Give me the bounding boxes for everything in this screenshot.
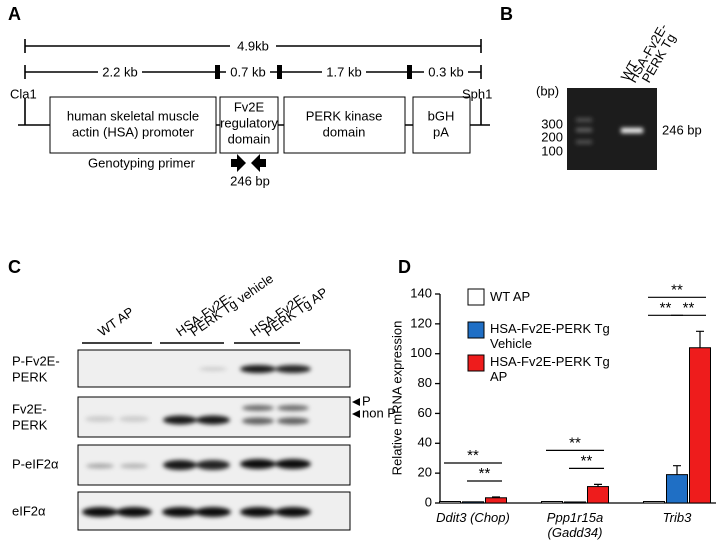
element-label: regulatory: [220, 115, 278, 130]
significance-label: **: [581, 452, 593, 469]
element-label: domain: [228, 131, 271, 146]
significance-label: **: [467, 447, 479, 464]
y-axis-label: Relative mRNA expression: [389, 321, 404, 476]
y-tick-label: 80: [418, 375, 432, 390]
segment-length: 2.2 kb: [102, 64, 137, 79]
label-bg: [226, 64, 270, 80]
y-tick-label: 140: [410, 285, 432, 300]
error-bar: [594, 483, 602, 487]
label-bg: [424, 64, 468, 80]
bar: [587, 486, 609, 504]
legend-label: WT AP: [490, 289, 531, 304]
element-label: human skeletal muscle: [67, 108, 199, 123]
bar: [541, 501, 563, 504]
segment-length: 0.3 kb: [428, 64, 463, 79]
element-label: actin (HSA) promoter: [72, 124, 195, 139]
row-label: PERK: [12, 417, 48, 432]
y-tick-label: 0: [425, 494, 432, 509]
blot-boxes: [77, 349, 351, 531]
element-label: bGH: [428, 108, 455, 123]
element-label: Fv2E: [234, 99, 265, 114]
element-label: PERK kinase: [306, 108, 383, 123]
group-label: WT AP: [95, 304, 137, 339]
legend-label: HSA-Fv2E-PERK Tg Vehicle: [490, 321, 610, 351]
legend-swatch: [467, 288, 485, 306]
panel-label: C: [8, 257, 21, 277]
band-label: non P: [362, 405, 396, 420]
gel-bands: [576, 118, 643, 144]
label-bg: [230, 38, 276, 54]
primer-arrows: [231, 154, 266, 172]
legend-label: HSA-Fv2E-PERK Tg AP: [490, 354, 610, 384]
significance-label: **: [569, 434, 581, 451]
panel-label: A: [8, 4, 21, 24]
marker-label: 300: [541, 116, 563, 131]
y-tick-label: 100: [410, 345, 432, 360]
band-label: P: [362, 393, 371, 408]
total-length: 4.9kb: [237, 38, 269, 53]
y-tick-label: 60: [418, 405, 432, 420]
segment-marks: [215, 65, 412, 79]
legend-swatch: [467, 354, 485, 372]
primer-label: Genotyping primer: [88, 155, 196, 170]
row-label: Fv2E-: [12, 401, 47, 416]
bar: [462, 501, 484, 504]
unit-label: (bp): [536, 83, 559, 98]
x-tick-label: Trib3: [662, 510, 692, 525]
bar: [564, 501, 586, 504]
element-label: domain: [323, 124, 366, 139]
significance-label: **: [671, 281, 683, 298]
label-bg: [98, 64, 142, 80]
label-bg: [322, 64, 366, 80]
bar: [666, 474, 688, 504]
y-tick-label: 40: [418, 435, 432, 450]
bar: [689, 347, 711, 504]
blot-bands: [82, 365, 311, 517]
site-label: Cla1: [10, 86, 37, 101]
product-label: 246 bp: [230, 173, 270, 188]
row-label: P-Fv2E-: [12, 353, 60, 368]
x-tick-label: Ppp1r15a (Gadd34): [546, 510, 604, 540]
x-tick-label: Ddit3 (Chop): [436, 510, 510, 525]
bar: [643, 501, 665, 504]
significance-label: **: [683, 299, 695, 316]
error-bar: [673, 465, 681, 475]
segment-length: 0.7 kb: [230, 64, 265, 79]
bar: [485, 497, 507, 504]
legend-swatch: [467, 321, 485, 339]
construct-boxes: [49, 96, 471, 154]
panel-label: B: [500, 4, 513, 24]
marker-label: 200: [541, 129, 563, 144]
error-bar: [492, 496, 500, 498]
row-label: P-eIF2α: [12, 456, 59, 471]
row-label: PERK: [12, 369, 48, 384]
band-label: 246 bp: [662, 122, 702, 137]
segment-length: 1.7 kb: [326, 64, 361, 79]
significance-label: **: [479, 465, 491, 482]
significance-label: **: [660, 299, 672, 316]
marker-label: 100: [541, 143, 563, 158]
element-label: pA: [433, 124, 449, 139]
panel-label: D: [398, 257, 411, 277]
y-tick-label: 120: [410, 315, 432, 330]
error-bar: [696, 330, 704, 348]
site-label: Sph1: [462, 86, 492, 101]
row-label: eIF2α: [12, 503, 46, 518]
bar: [439, 501, 461, 504]
y-tick-label: 20: [418, 465, 432, 480]
band-arrows: [352, 398, 360, 418]
